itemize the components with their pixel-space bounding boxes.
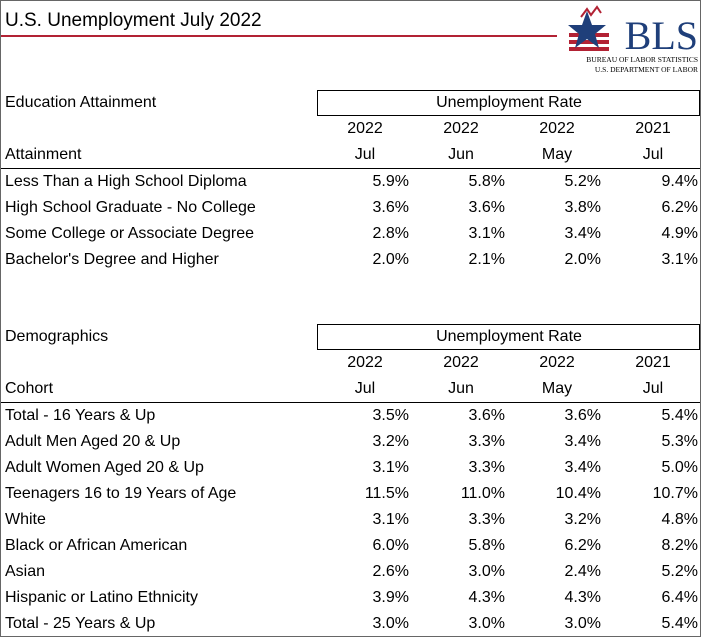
cell-value: 3.6% bbox=[564, 407, 601, 424]
cell-value: 10.7% bbox=[652, 485, 698, 502]
cell-value: 5.8% bbox=[468, 173, 505, 190]
group-header-box bbox=[317, 324, 700, 350]
row-label-header: Attainment bbox=[5, 146, 82, 163]
row-label: Less Than a High School Diploma bbox=[5, 173, 247, 190]
logo-emblem bbox=[568, 5, 609, 51]
cell-value: 4.9% bbox=[661, 225, 698, 242]
row-label: Hispanic or Latino Ethnicity bbox=[5, 589, 198, 606]
row-label: Bachelor's Degree and Higher bbox=[5, 251, 219, 268]
month-header: May bbox=[541, 146, 573, 163]
cell-value: 9.4% bbox=[661, 173, 698, 190]
row-label: Asian bbox=[5, 563, 46, 580]
cell-value: 2.6% bbox=[372, 563, 409, 580]
row-label: Some College or Associate Degree bbox=[5, 225, 255, 242]
cell-value: 3.3% bbox=[468, 459, 505, 476]
cell-value: 3.5% bbox=[372, 407, 409, 424]
bls-logo: BLS BUREAU OF LABOR STATISTICS U.S. DEPA… bbox=[568, 5, 698, 74]
cell-value: 3.6% bbox=[468, 199, 505, 216]
month-header: Jul bbox=[354, 380, 376, 397]
cell-value: 3.8% bbox=[564, 199, 601, 216]
cell-value: 3.4% bbox=[564, 459, 601, 476]
cell-value: 3.1% bbox=[372, 511, 409, 528]
row-label: Adult Men Aged 20 & Up bbox=[5, 433, 181, 450]
year-header: 2022 bbox=[539, 354, 575, 371]
row-label: Black or African American bbox=[5, 537, 188, 554]
cell-value: 3.1% bbox=[468, 225, 505, 242]
cell-value: 3.3% bbox=[468, 433, 505, 450]
group-header: Unemployment Rate bbox=[436, 328, 582, 345]
month-header: Jun bbox=[448, 146, 474, 163]
cell-value: 3.0% bbox=[564, 615, 601, 632]
title-underline bbox=[1, 35, 557, 37]
title: U.S. Unemployment July 2022 bbox=[5, 10, 262, 31]
cell-value: 3.0% bbox=[468, 563, 505, 580]
header-rule bbox=[1, 402, 700, 403]
cell-value: 5.3% bbox=[661, 433, 698, 450]
cell-value: 8.2% bbox=[661, 537, 698, 554]
row-label: Adult Women Aged 20 & Up bbox=[5, 459, 204, 476]
year-header: 2021 bbox=[635, 120, 671, 137]
logo-mark: BLS bbox=[625, 13, 698, 58]
cell-value: 5.4% bbox=[661, 407, 698, 424]
cell-value: 5.8% bbox=[468, 537, 505, 554]
row-label: Total - 16 Years & Up bbox=[5, 407, 156, 424]
month-header: May bbox=[541, 380, 573, 397]
cell-value: 2.1% bbox=[468, 251, 505, 268]
group-header-box bbox=[317, 90, 700, 116]
cell-value: 3.9% bbox=[372, 589, 409, 606]
cell-value: 3.1% bbox=[372, 459, 409, 476]
cell-value: 2.8% bbox=[372, 225, 409, 242]
cell-value: 2.4% bbox=[564, 563, 601, 580]
cell-value: 5.2% bbox=[661, 563, 698, 580]
cell-value: 11.0% bbox=[460, 485, 505, 502]
cell-value: 3.3% bbox=[468, 511, 505, 528]
year-header: 2021 bbox=[635, 354, 671, 371]
cell-value: 2.0% bbox=[564, 251, 601, 268]
row-label: High School Graduate - No College bbox=[5, 199, 256, 216]
logo-line: U.S. DEPARTMENT OF LABOR bbox=[595, 65, 698, 74]
year-header: 2022 bbox=[539, 120, 575, 137]
cell-value: 3.2% bbox=[564, 511, 601, 528]
row-label: Teenagers 16 to 19 Years of Age bbox=[5, 485, 237, 502]
cell-value: 6.0% bbox=[372, 537, 409, 554]
year-header: 2022 bbox=[347, 120, 383, 137]
year-header: 2022 bbox=[347, 354, 383, 371]
cell-value: 5.2% bbox=[564, 173, 601, 190]
month-header: Jul bbox=[354, 146, 376, 163]
cell-value: 3.6% bbox=[468, 407, 505, 424]
cell-value: 5.4% bbox=[661, 615, 698, 632]
section-title: Demographics bbox=[5, 328, 109, 345]
row-label: Total - 25 Years & Up bbox=[5, 615, 156, 632]
logo-line: BUREAU OF LABOR STATISTICS bbox=[586, 55, 698, 64]
row-label: White bbox=[5, 511, 46, 528]
cell-value: 3.0% bbox=[468, 615, 505, 632]
cell-value: 5.9% bbox=[372, 173, 409, 190]
cell-value: 4.3% bbox=[468, 589, 505, 606]
cell-value: 5.0% bbox=[661, 459, 698, 476]
cell-value: 3.2% bbox=[372, 433, 409, 450]
month-header: Jun bbox=[448, 380, 474, 397]
year-header: 2022 bbox=[443, 354, 479, 371]
cell-value: 6.2% bbox=[564, 537, 601, 554]
cell-value: 4.8% bbox=[661, 511, 698, 528]
cell-value: 10.4% bbox=[555, 485, 601, 502]
month-header: Jul bbox=[642, 380, 664, 397]
year-header: 2022 bbox=[443, 120, 479, 137]
cell-value: 6.4% bbox=[661, 589, 698, 606]
cell-value: 6.2% bbox=[661, 199, 698, 216]
cell-value: 2.0% bbox=[372, 251, 409, 268]
cell-value: 3.4% bbox=[564, 225, 601, 242]
cell-value: 3.1% bbox=[661, 251, 698, 268]
header-rule bbox=[1, 168, 700, 169]
cell-value: 11.5% bbox=[364, 485, 409, 502]
cell-value: 3.4% bbox=[564, 433, 601, 450]
cell-value: 3.0% bbox=[372, 615, 409, 632]
cell-value: 4.3% bbox=[564, 589, 601, 606]
month-header: Jul bbox=[642, 146, 664, 163]
section-title: Education Attainment bbox=[5, 94, 157, 111]
row-label-header: Cohort bbox=[5, 380, 54, 397]
group-header: Unemployment Rate bbox=[436, 94, 582, 111]
cell-value: 3.6% bbox=[372, 199, 409, 216]
